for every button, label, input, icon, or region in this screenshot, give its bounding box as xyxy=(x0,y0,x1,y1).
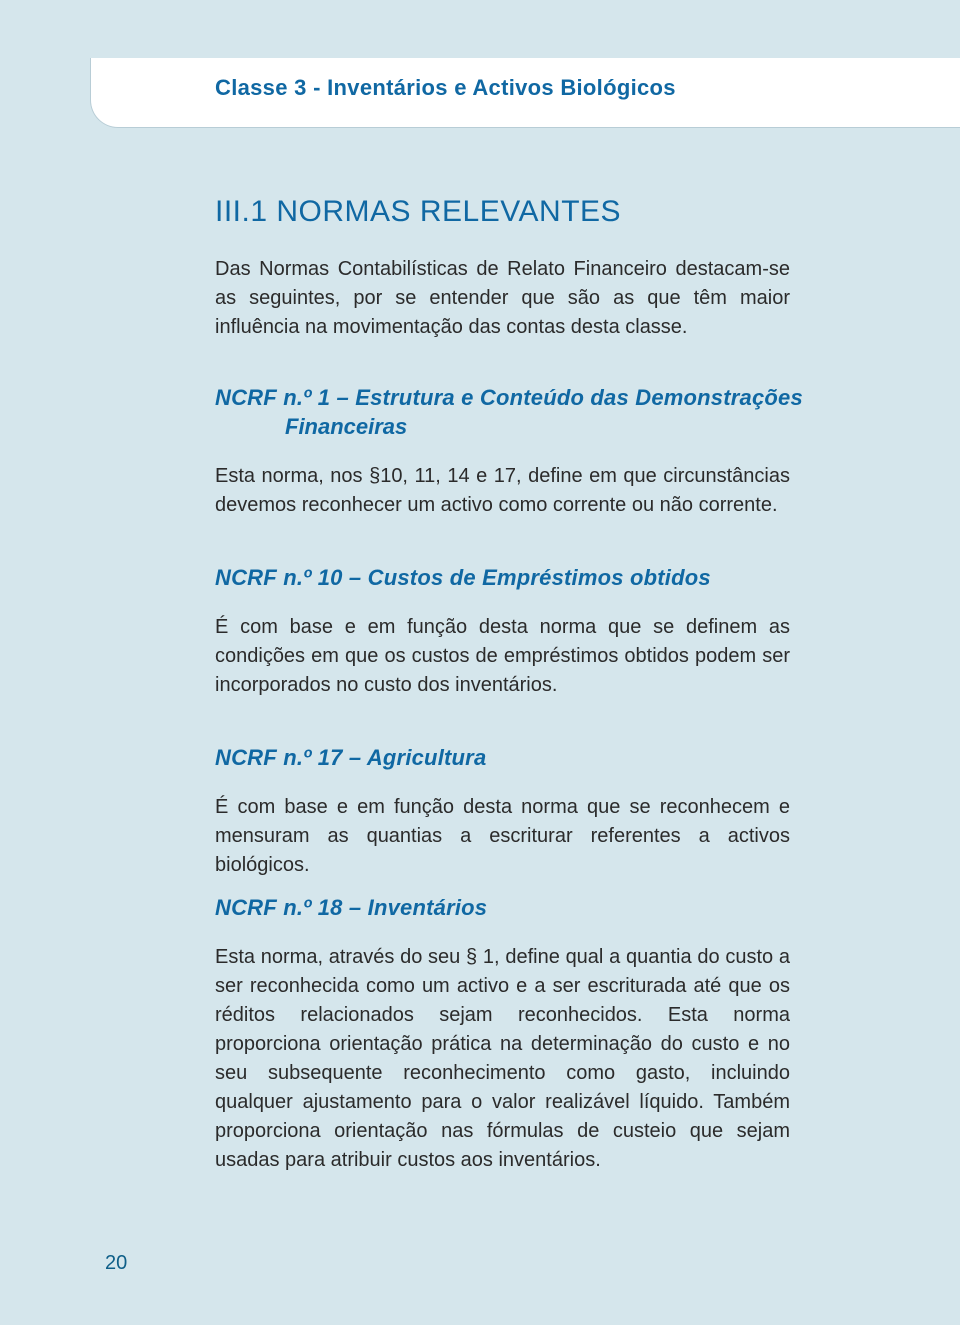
norm-4-body: Esta norma, através do seu § 1, define q… xyxy=(215,943,790,1175)
page-number: 20 xyxy=(105,1252,127,1275)
norm-3-heading: NCRF n.º 17 – Agricultura xyxy=(215,745,486,771)
norm-2-body: É com base e em função desta norma que s… xyxy=(215,613,790,700)
norm-1-heading-line2: Financeiras xyxy=(285,414,407,440)
section-intro: Das Normas Contabilísticas de Relato Fin… xyxy=(215,255,790,342)
norm-2-heading: NCRF n.º 10 – Custos de Empréstimos obti… xyxy=(215,565,711,591)
norm-3-body: É com base e em função desta norma que s… xyxy=(215,793,790,880)
page: Classe 3 - Inventários e Activos Biológi… xyxy=(0,0,960,1325)
norm-4-heading: NCRF n.º 18 – Inventários xyxy=(215,895,487,921)
norm-1-body: Esta norma, nos §10, 11, 14 e 17, define… xyxy=(215,462,790,520)
section-title: III.1 NORMAS RELEVANTES xyxy=(215,195,621,229)
header-title: Classe 3 - Inventários e Activos Biológi… xyxy=(215,75,676,101)
norm-1-heading: NCRF n.º 1 – Estrutura e Conteúdo das De… xyxy=(215,385,803,411)
